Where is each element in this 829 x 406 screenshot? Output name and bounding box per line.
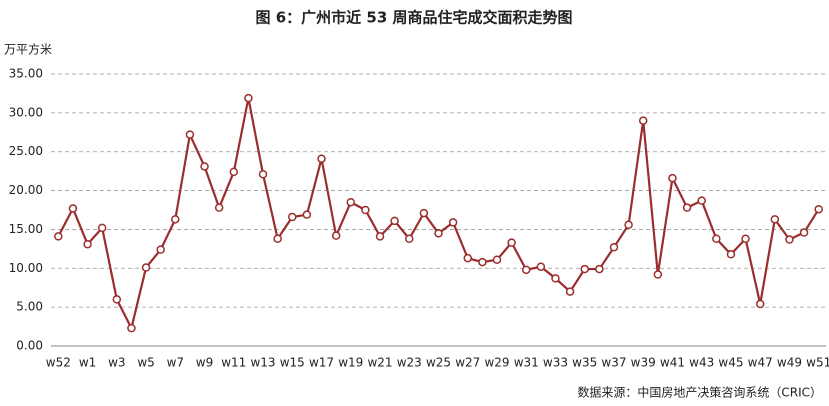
data-point [97, 223, 107, 233]
data-point [536, 262, 546, 271]
x-tick-label: w51 [806, 356, 829, 370]
data-point [185, 130, 195, 139]
y-tick-label: 35.00 [9, 67, 43, 81]
data-point [288, 212, 297, 222]
x-tick-label: w9 [196, 356, 213, 370]
x-tick-label: w39 [631, 356, 656, 370]
data-point [682, 203, 692, 212]
data-point [492, 255, 502, 264]
data-point [302, 210, 312, 219]
data-point [200, 162, 209, 171]
data-point [112, 295, 122, 304]
data-point [83, 239, 92, 249]
data-line [57, 97, 820, 332]
x-tick-label: w19 [338, 356, 363, 370]
data-point [229, 167, 239, 177]
data-point [521, 265, 531, 275]
data-point [551, 274, 560, 283]
data-point [609, 243, 619, 252]
x-tick-label: w27 [455, 356, 480, 370]
data-point [580, 264, 589, 274]
data-point [478, 257, 487, 267]
x-tick-label: w21 [367, 356, 392, 370]
data-point [770, 215, 780, 224]
data-point [668, 173, 677, 183]
data-point [712, 234, 721, 244]
data-point [390, 216, 399, 226]
data-point [54, 232, 63, 241]
source-note: 数据来源：中国房地产决策咨询系统（CRIC） [577, 385, 822, 400]
data-point [214, 203, 224, 212]
data-point [361, 205, 370, 215]
x-tick-label: w1 [79, 356, 96, 370]
y-tick-label: 5.00 [16, 300, 43, 314]
data-point [171, 215, 180, 224]
x-tick-label: w25 [426, 356, 451, 370]
data-point [448, 218, 458, 227]
data-point [565, 287, 575, 296]
x-tick-label: w23 [397, 356, 422, 370]
data-point [375, 232, 385, 241]
x-tick-label: w31 [514, 356, 539, 370]
data-point [141, 263, 151, 272]
x-tick-label: w43 [689, 356, 714, 370]
x-tick-label: w35 [572, 356, 597, 370]
x-tick-label: w3 [108, 356, 125, 370]
data-point [68, 204, 78, 213]
y-tick-label: 10.00 [9, 261, 43, 275]
data-point [785, 235, 794, 244]
data-point [156, 245, 165, 254]
data-point [419, 208, 429, 218]
data-point [653, 270, 663, 279]
y-tick-label: 25.00 [9, 144, 43, 158]
chart-title: 图 6：广州市近 53 周商品住宅成交面积走势图 [256, 9, 573, 27]
data-point [799, 228, 809, 237]
x-tick-label: w47 [748, 356, 773, 370]
data-point [434, 229, 443, 238]
y-tick-label: 0.00 [16, 339, 43, 353]
x-tick-label: w11 [221, 356, 246, 370]
x-tick-label: w17 [309, 356, 334, 370]
x-tick-label: w52 [46, 356, 71, 370]
data-point [331, 231, 341, 240]
data-point [741, 234, 750, 244]
data-point [595, 264, 604, 274]
data-point [273, 234, 282, 244]
data-point [507, 238, 516, 247]
y-tick-label: 15.00 [9, 222, 43, 236]
x-tick-label: w29 [484, 356, 509, 370]
x-tick-label: w15 [280, 356, 305, 370]
data-point [258, 170, 268, 179]
x-tick-label: w45 [718, 356, 743, 370]
data-point [405, 234, 414, 244]
data-point [317, 154, 326, 163]
data-point [755, 299, 765, 309]
x-tick-label: w5 [137, 356, 154, 370]
data-point [697, 196, 706, 205]
y-tick-label: 30.00 [9, 105, 43, 119]
data-point [638, 116, 648, 125]
x-tick-label: w37 [601, 356, 626, 370]
data-point [726, 250, 736, 259]
x-tick-label: w13 [250, 356, 275, 370]
y-tick-label: 20.00 [9, 183, 43, 197]
data-point [463, 253, 472, 263]
data-point [244, 93, 253, 103]
data-point [346, 197, 356, 207]
data-point [624, 220, 633, 230]
x-tick-label: w7 [167, 356, 184, 370]
data-point [127, 323, 136, 333]
x-tick-label: w49 [777, 356, 802, 370]
y-axis-label: 万平方米 [4, 42, 52, 57]
x-tick-label: w41 [660, 356, 685, 370]
x-tick-label: w33 [543, 356, 568, 370]
data-point [814, 204, 823, 214]
